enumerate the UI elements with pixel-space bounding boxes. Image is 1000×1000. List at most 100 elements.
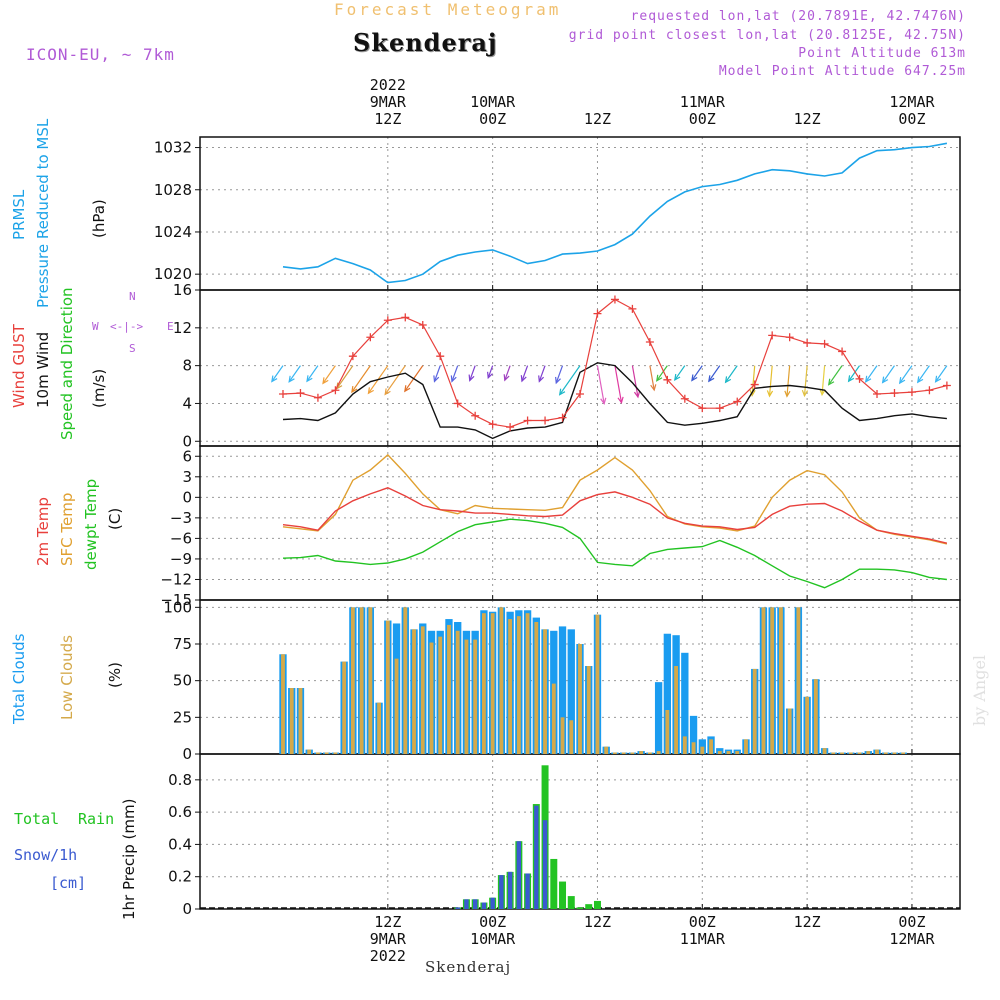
wind-arrow (351, 365, 371, 394)
wind-arrow-shaft (803, 365, 808, 396)
low-cloud-bar (377, 702, 382, 754)
wind-arrow-head (468, 374, 475, 382)
bottom-time-label-line: 00Z (479, 913, 507, 931)
wind-arrow-shaft (882, 365, 895, 383)
wind-gust-marker (541, 416, 550, 425)
wind-arrow-head (450, 375, 457, 383)
wind-arrow-head (898, 377, 906, 385)
wind-arrow-shaft (451, 365, 459, 382)
low-cloud-bar (534, 622, 539, 754)
y-tick-label: 0 (182, 745, 192, 763)
top-time-label-line: 12MAR (889, 93, 935, 111)
total-cloud-bar (698, 739, 706, 754)
wind-arrow-shaft (271, 365, 284, 382)
snow-bar (455, 907, 460, 909)
wind-gust-marker (523, 416, 532, 425)
wind-arrow-shaft (828, 365, 843, 385)
top-time-label-line: 2022 (369, 76, 406, 94)
wind-arrow (724, 365, 738, 384)
low-cloud-bar (385, 620, 390, 754)
wind-arrow-head (724, 376, 732, 384)
wind-arrow-shaft (538, 365, 546, 382)
y-tick-label: −12 (160, 570, 192, 588)
snow-bar (525, 873, 530, 909)
top-time-label-line: 00Z (688, 110, 716, 128)
y-tick-label: −9 (170, 550, 192, 568)
wind-gust-marker (436, 352, 445, 361)
wind-gust-marker (733, 397, 742, 406)
pressure-line (282, 142, 948, 284)
low-cloud-bar (857, 752, 862, 754)
y-tick-label: 0 (182, 488, 192, 506)
wind-arrow-shaft (614, 365, 623, 403)
wind-arrow (691, 365, 703, 382)
wind-arrow (384, 365, 406, 396)
low-cloud-bar (656, 751, 661, 754)
wind-arrow-shaft (656, 365, 668, 382)
low-cloud-bar (569, 720, 574, 754)
bottom-time-label-line: 12MAR (889, 930, 935, 948)
wind-arrow-head (674, 373, 681, 382)
chart-subtitle: Forecast Meteogram (334, 0, 562, 19)
gridpoint-coords: grid point closest lon,lat (20.8125E, 42… (568, 28, 966, 43)
wind-gust-marker (873, 390, 882, 398)
wind-arrow-head (633, 391, 641, 399)
y-tick-label: 16 (173, 281, 192, 299)
wind-gust-marker (645, 338, 654, 346)
low-cloud-bar (674, 666, 679, 754)
low-cloud-bar (875, 749, 879, 754)
total-rain-bar (585, 904, 593, 909)
low-cloud-bar (481, 613, 486, 754)
wind-arrow-head (827, 378, 835, 386)
low-cloud-bar (543, 629, 547, 754)
snow-bar (534, 805, 539, 909)
legend-total: Total (14, 810, 60, 828)
wind-arrow-shaft (336, 365, 354, 389)
low-cloud-bar (717, 751, 722, 754)
bottom-time-label-line: 00Z (898, 913, 926, 931)
wind-arrow-head (934, 375, 942, 383)
y-tick-label: 0 (182, 900, 192, 918)
wind-arrow-head (433, 375, 440, 383)
y-tick-label: 6 (182, 447, 192, 465)
y-tick-label: 100 (163, 598, 192, 616)
y-tick-label: 0.6 (168, 803, 192, 821)
top-time-label: 10MAR 00Z (453, 94, 533, 128)
wind-gust-marker (401, 313, 410, 322)
snow-bar (472, 899, 478, 909)
low-cloud-bar (805, 696, 810, 754)
top-time-label-line: 9MAR (369, 93, 406, 111)
low-cloud-bar (639, 751, 644, 754)
wind-arrow-shaft (865, 365, 878, 383)
wind-arrow (847, 365, 861, 383)
low-cloud-bar (508, 619, 513, 754)
low-cloud-bar (368, 607, 373, 754)
low-cloud-bar (316, 752, 320, 754)
low-cloud-bar (429, 642, 434, 754)
wind-arrow-head (322, 377, 329, 385)
wind-arrow (649, 365, 657, 392)
bottom-time-label-line: 12Z (793, 913, 821, 931)
low-cloud-bar (604, 746, 609, 754)
wind-gust-marker (418, 320, 427, 329)
low-cloud-bar (324, 752, 329, 754)
wind-arrow-shaft (649, 365, 655, 391)
low-cloud-bar (350, 607, 355, 754)
total-rain-bar (567, 896, 575, 909)
wind-arrow-head (558, 388, 566, 396)
wind-gust-marker (890, 389, 899, 398)
low-cloud-bar (778, 607, 783, 754)
y-tick-label: 50 (173, 672, 192, 690)
wind-gust-marker (558, 413, 567, 422)
wind-arrow (827, 365, 843, 386)
wind-arrow (766, 365, 774, 398)
total-cloud-bar (689, 715, 698, 754)
total-cloud-bar (558, 626, 567, 754)
wind-arrow-head (847, 375, 855, 383)
low-cloud-bar (744, 739, 748, 754)
wind-gust-marker (383, 316, 392, 325)
low-cloud-bar (691, 742, 696, 754)
wind-gust-marker (453, 399, 462, 408)
wind-arrow-shaft (306, 365, 319, 382)
model-name: ICON-EU, ~ 7km (26, 45, 175, 64)
